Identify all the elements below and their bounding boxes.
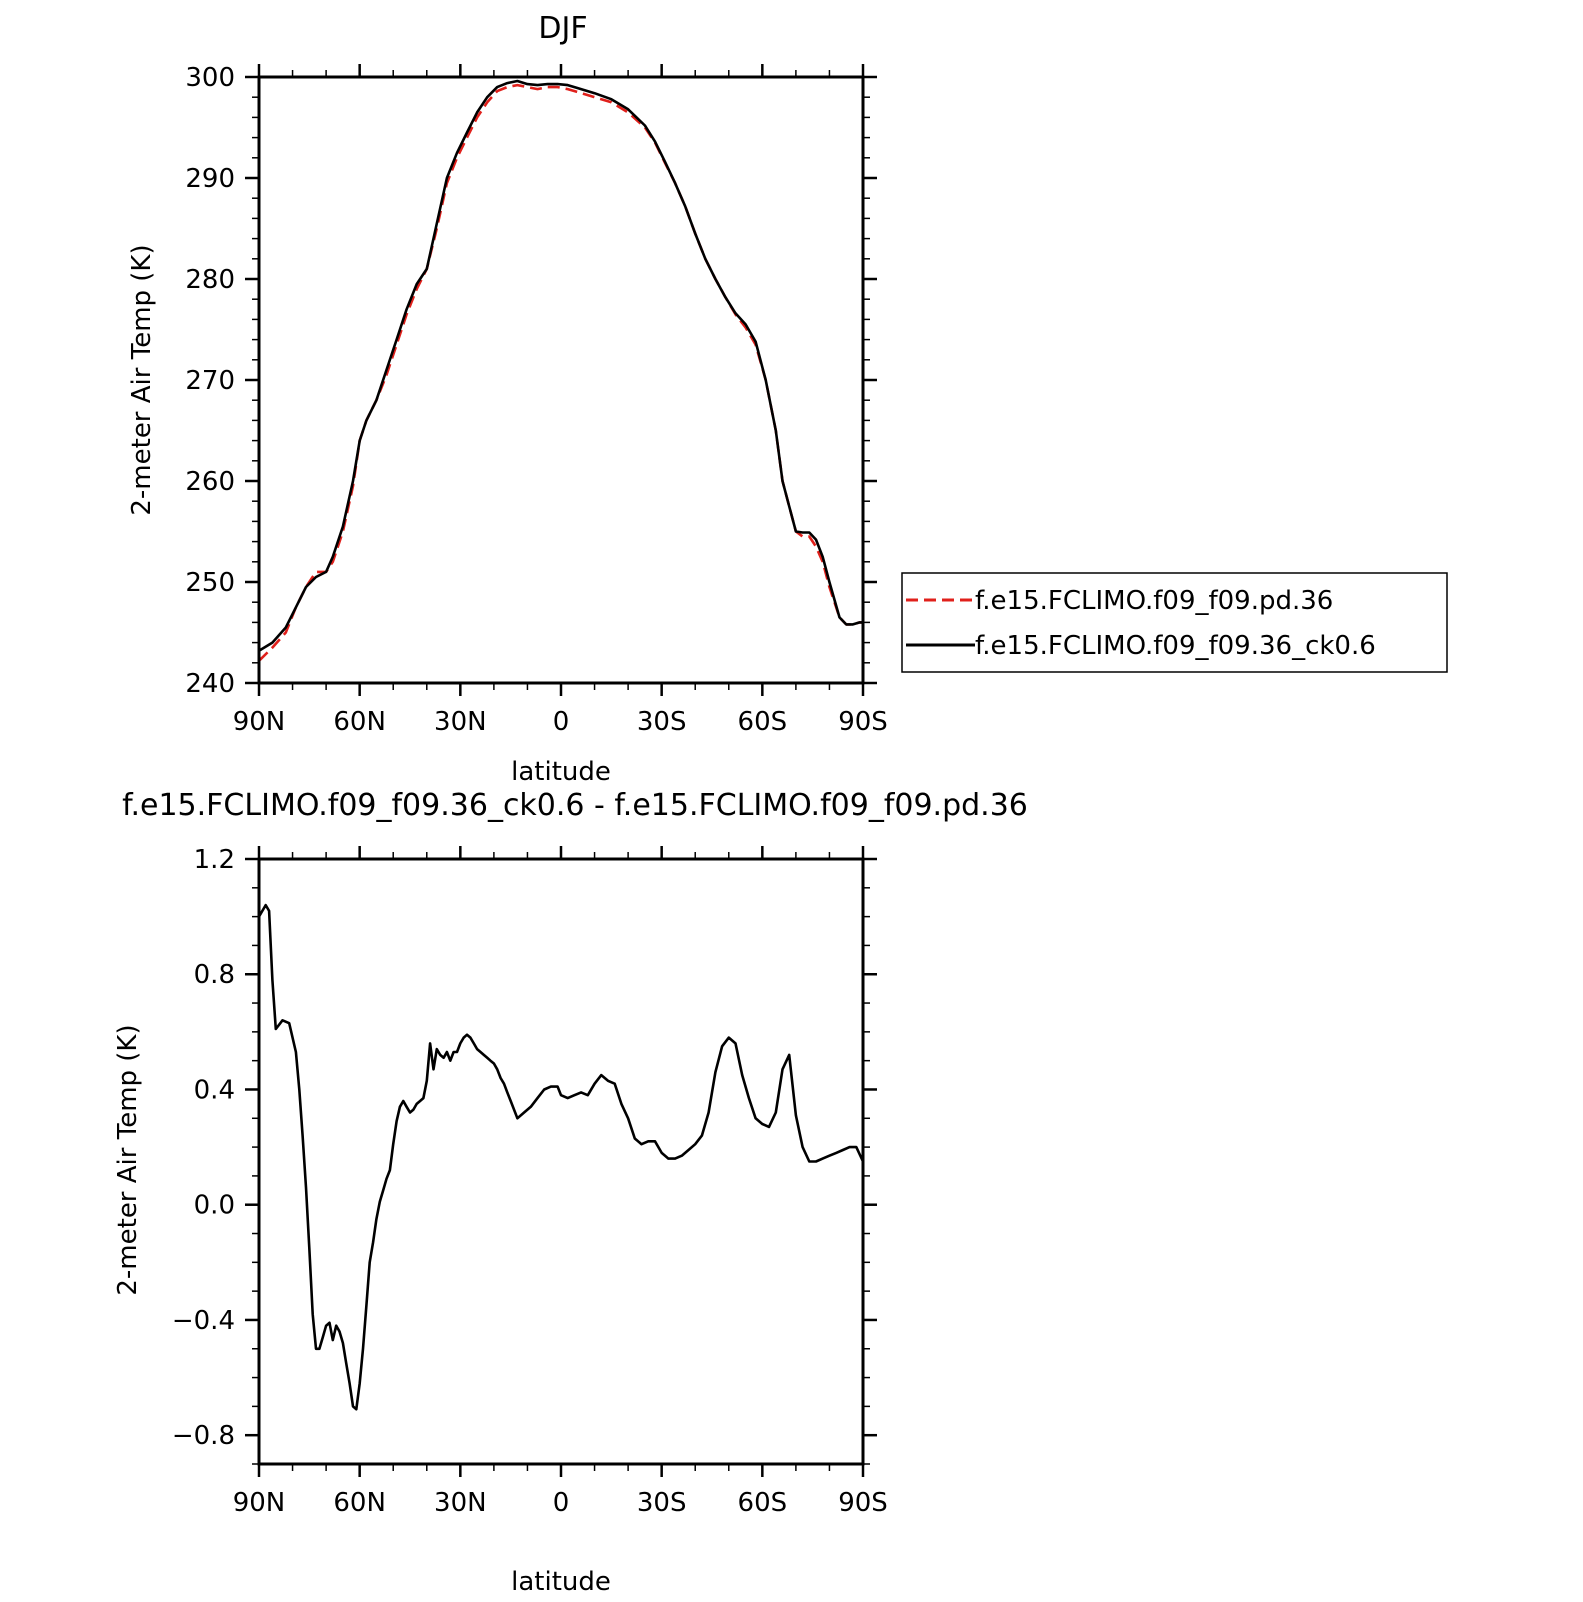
series-line-1 xyxy=(258,83,863,662)
series-line-1 xyxy=(257,903,865,1411)
y-tick-label: 1.2 xyxy=(194,845,235,875)
legend: f.e15.FCLIMO.f09_f09.pd.36 f.e15.FCLIMO.… xyxy=(901,572,1448,673)
series-layer xyxy=(258,79,863,662)
x-tick-label: 0 xyxy=(553,707,570,737)
x-tick-label: 60S xyxy=(738,1488,788,1518)
y-tick-label: 0.4 xyxy=(194,1075,235,1105)
y-tick-label: 300 xyxy=(185,63,235,93)
ticks-layer: 90N 60N 30N 0 30S 60S 90S −0.8 −0.4 0.0 0.4 0.8 1.2 xyxy=(172,845,888,1518)
y-tick-label: −0.4 xyxy=(172,1306,235,1336)
series-line-2 xyxy=(258,79,863,652)
x-tick-label: 30N xyxy=(434,1488,487,1518)
y-axis-label: 2-meter Air Temp (K) xyxy=(127,244,157,515)
panel-title: f.e15.FCLIMO.f09_f09.36_ck0.6 - f.e15.FC… xyxy=(122,788,1028,823)
legend-label-experiment: f.e15.FCLIMO.f09_f09.36_ck0.6 xyxy=(975,631,1376,661)
x-axis-label: latitude xyxy=(511,1567,611,1597)
x-tick-label: 60N xyxy=(333,707,386,737)
y-tick-label: 280 xyxy=(185,265,235,295)
y-tick-label: −0.8 xyxy=(172,1421,235,1451)
y-tick-label: 250 xyxy=(185,568,235,598)
x-tick-label: 60S xyxy=(738,707,788,737)
legend-frame xyxy=(901,572,1448,673)
ticks-layer: 90N 60N 30N 0 30S 60S 90S 240 250 260 270 280 290 300 xyxy=(185,63,887,737)
plot-frame xyxy=(257,75,865,685)
difference-panel: f.e15.FCLIMO.f09_f09.36_ck0.6 - f.e15.FC… xyxy=(113,788,1028,1597)
y-tick-label: 290 xyxy=(185,164,235,194)
x-tick-label: 90S xyxy=(838,1488,888,1518)
x-tick-label: 30S xyxy=(637,707,687,737)
x-tick-label: 90N xyxy=(233,707,286,737)
x-axis-label: latitude xyxy=(511,757,611,787)
temperature-panel: DJF 90N 60N 30N 0 30S 60S 90S 240 250 260 270 280 29… xyxy=(127,11,888,787)
x-tick-label: 0 xyxy=(553,1488,570,1518)
x-tick-label: 90N xyxy=(233,1488,286,1518)
legend-label-control: f.e15.FCLIMO.f09_f09.pd.36 xyxy=(975,586,1333,616)
y-axis-label: 2-meter Air Temp (K) xyxy=(113,1024,143,1295)
x-tick-label: 90S xyxy=(838,707,888,737)
y-tick-label: 0.8 xyxy=(194,960,235,990)
panel-title: DJF xyxy=(538,11,587,46)
y-tick-label: 270 xyxy=(185,366,235,396)
x-tick-label: 30N xyxy=(434,707,487,737)
y-tick-label: 240 xyxy=(185,669,235,699)
y-tick-label: 0.0 xyxy=(194,1191,235,1221)
x-tick-label: 30S xyxy=(637,1488,687,1518)
x-tick-label: 60N xyxy=(333,1488,386,1518)
plot-frame xyxy=(257,857,865,1466)
y-tick-label: 260 xyxy=(185,467,235,497)
series-layer xyxy=(257,903,865,1411)
